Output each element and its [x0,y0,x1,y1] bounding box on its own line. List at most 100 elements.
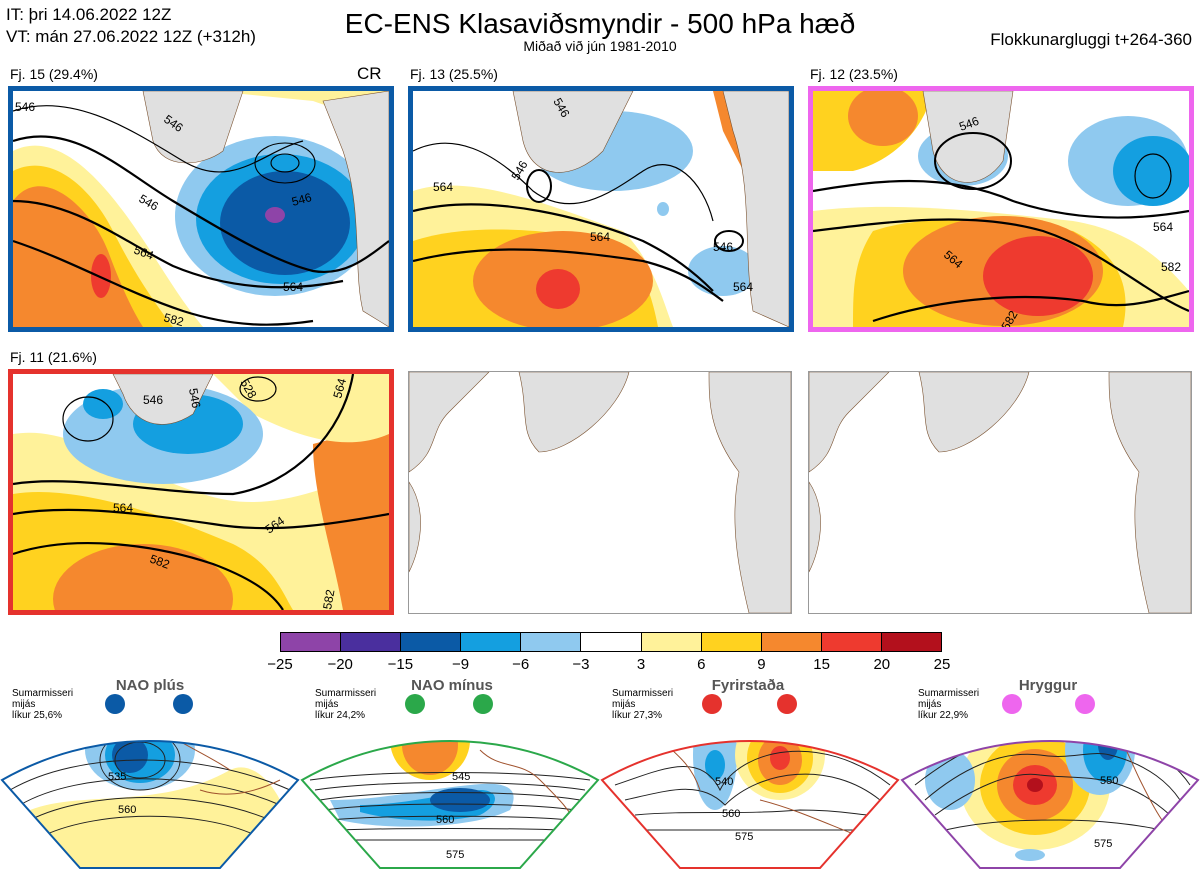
empty-map-6 [809,372,1191,613]
contour-label: 564 [1153,220,1173,234]
regime-2-info: Sumarmisseri mijás líkur 24,2% [315,688,376,721]
contour-label: 546 [143,393,163,407]
panel-1-tag: CR [357,64,382,83]
colorbar-swatch [581,633,642,651]
contour-label: 582 [320,588,337,610]
cluster-map-3: 546 564 564 582 582 [813,91,1189,327]
regime-3-outline [600,739,900,869]
regime-3-map: 540 560 575 [602,740,898,868]
panel-3-label: Fj. 12 (23.5%) [810,66,898,82]
regime-3-name: Fyrirstaða [711,677,785,694]
regime-1-marker [105,694,125,714]
cluster-panel-3[interactable]: 546 564 564 582 582 [808,86,1194,332]
colorbar-tick-label: −25 [267,656,293,673]
contour-label: 582 [162,310,185,327]
regime-contour: 530 [1048,723,1066,735]
regime-frequency: mijás [612,699,636,710]
regime-maps: 535 560 545 560 575 [0,723,1200,869]
regime-1-outline [0,739,300,869]
panel-4-label: Fj. 11 (21.6%) [10,349,97,365]
colorbar-swatch [521,633,582,651]
regime-contour: 535 [108,771,126,783]
regime-contour: 550 [1100,775,1118,787]
regime-2-map: 545 560 575 [302,740,598,868]
empty-panel-6 [808,371,1192,614]
cluster-map-2: 546 546 564 546 564 564 [413,91,789,327]
regime-3-info: Sumarmisseri mijás líkur 27,3% [612,688,673,721]
anomaly-warm [13,186,143,327]
regime-season: Sumarmisseri [12,688,74,699]
regime-contour: 560 [118,804,136,816]
colorbar-tick-label: 3 [636,656,646,673]
header-info: IT: þri 14.06.2022 12Z VT: mán 27.06.202… [6,4,256,48]
panel-2-label: Fj. 13 (25.5%) [410,66,498,82]
greenland-landmass [112,374,214,425]
cluster-panel-4[interactable]: 546 546 528 564 564 564 582 582 [8,369,394,615]
regime-season: Sumarmisseri [315,688,377,699]
empty-panel-5 [408,371,792,614]
colorbar-swatch [881,633,942,651]
regime-frequency: mijás [315,699,339,710]
regime-contour: 575 [446,849,464,861]
cluster-panel-2[interactable]: 546 546 564 546 564 564 [408,86,794,332]
colorbar-swatch [281,633,342,651]
regime-2-marker [473,694,493,714]
regime-probability: líkur 22,9% [918,710,969,721]
colorbar-tick-label: 20 [873,656,891,673]
regime-contour: 560 [436,814,454,826]
regime-1-marker [173,694,193,714]
colorbar-tick-label: −6 [512,656,530,673]
valid-time: VT: mán 27.06.2022 12Z (+312h) [6,27,256,46]
contour-label: 564 [132,243,156,263]
colorbar-tick-label: −20 [327,656,353,673]
cluster-panel-1[interactable]: 546 546 546 564 564 582 546 [8,86,394,332]
contour-label: 564 [590,230,610,244]
colorbar-swatch [821,633,882,651]
regime-3-marker [702,694,722,714]
regime-2-name: NAO mínus [411,677,493,694]
contour-label: 546 [186,387,203,409]
anomaly-warm [53,544,233,610]
contour-label: 564 [113,501,133,515]
contour-label: 564 [330,376,349,399]
colorbar-swatch [761,633,822,651]
regime-frequency: mijás [918,699,942,710]
greenland-landmass [142,91,244,164]
regime-3-marker [777,694,797,714]
empty-map-5 [409,372,791,613]
contour-label: 564 [283,280,303,294]
colorbar-tick-label: 6 [697,656,706,673]
colorbar-swatch [341,633,402,651]
greenland-landmass [512,91,634,173]
regime-4-map: 530 550 575 [902,723,1198,868]
colorbar-swatch [701,633,762,651]
contour-label: 564 [433,180,453,194]
colorbar-tick-label: −9 [451,656,470,673]
contour-label: 582 [148,552,172,572]
colorbar-tick-label: 25 [933,656,951,673]
regime-4-marker [1002,694,1022,714]
colorbar-swatch [461,633,522,651]
regime-contour: 575 [1094,838,1112,850]
cluster-map-1: 546 546 546 564 564 582 546 [13,91,389,327]
regime-2-outline [300,739,600,869]
regime-probability: líkur 24,2% [315,710,366,721]
regime-probability: líkur 25,6% [12,710,63,721]
page-title: EC-ENS Klasaviðsmyndir - 500 hPa hæð [344,8,856,39]
regime-season: Sumarmisseri [918,688,980,699]
regime-4-marker [1075,694,1095,714]
colorbar-swatch [641,633,702,651]
contour-label: 546 [15,100,35,114]
regime-contour: 575 [735,831,753,843]
regime-season: Sumarmisseri [612,688,674,699]
regime-contour: 560 [722,808,740,820]
contour-label: 546 [957,114,981,134]
cluster-map-4: 546 546 528 564 564 564 582 582 [13,374,389,610]
regime-contour: 545 [452,771,470,783]
regime-4-info: Sumarmisseri mijás líkur 22,9% [918,688,979,721]
regime-probability: líkur 27,3% [612,710,663,721]
colorbar-swatch [401,633,462,651]
initial-time: IT: þri 14.06.2022 12Z [6,5,172,24]
panel-1-label: Fj. 15 (29.4%) [10,66,98,82]
contour-label: 564 [733,280,753,294]
